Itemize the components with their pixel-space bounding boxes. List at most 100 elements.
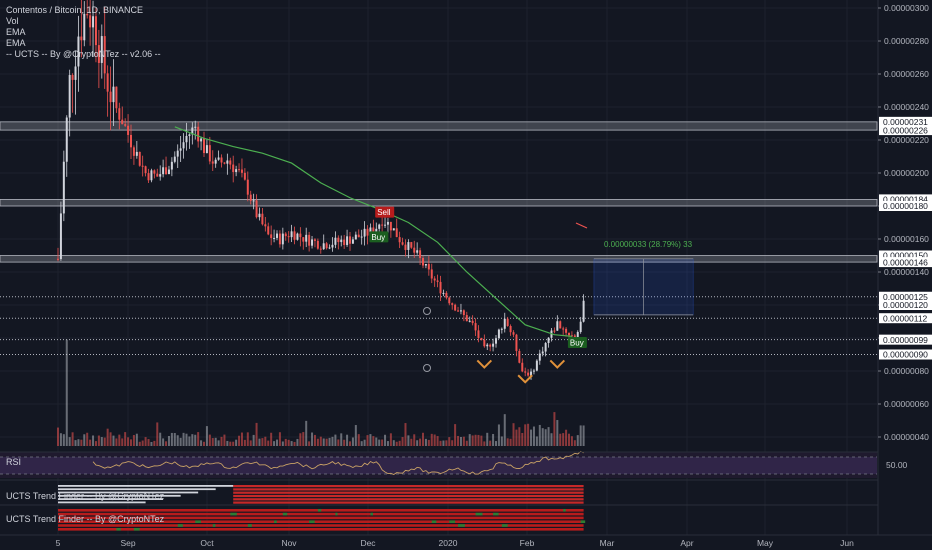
price-label-text-3: 0.00000180 xyxy=(883,201,928,211)
volume-legend[interactable]: Vol xyxy=(6,16,19,26)
candle-12 xyxy=(92,0,95,57)
volume-bar-85 xyxy=(305,420,308,446)
candle-body-139 xyxy=(462,310,465,316)
volume-bar-127 xyxy=(427,439,430,446)
candle-body-50 xyxy=(203,138,205,154)
signal-text-2: Buy xyxy=(570,338,584,347)
candle-body-160 xyxy=(524,371,527,373)
candle-106 xyxy=(366,225,369,245)
price-label-bg-10 xyxy=(879,349,932,360)
volume-bar-171 xyxy=(556,420,559,446)
candle-105 xyxy=(363,221,366,246)
candle-55 xyxy=(217,150,220,161)
measure-label: 0.00000033 (28.79%) 33 xyxy=(604,240,693,249)
volume-bar-131 xyxy=(439,440,442,446)
volume-bar-115 xyxy=(392,440,395,446)
trend2-green-mark-74 xyxy=(274,520,277,523)
candle-body-119 xyxy=(404,244,407,250)
candle-body-69 xyxy=(258,213,261,218)
volume-bar-0 xyxy=(57,427,59,446)
volume-bar-94 xyxy=(331,436,334,446)
candle-body-93 xyxy=(328,247,331,249)
candle-174 xyxy=(565,327,568,337)
candle-body-6 xyxy=(74,66,77,80)
volume-bar-155 xyxy=(509,438,512,446)
candle-87 xyxy=(311,235,314,249)
price-label-6: 0.00000125 xyxy=(879,291,932,302)
candle-body-127 xyxy=(427,263,430,270)
y-tick-label-12: 0.00000060 xyxy=(884,399,929,409)
candle-body-103 xyxy=(357,234,360,238)
trend-finder-label-1[interactable]: UCTS Trend Finder -- By @CryptoNTez xyxy=(6,491,165,501)
candle-59 xyxy=(229,157,232,170)
alarm-icon-0 xyxy=(423,307,431,315)
volume-bar-70 xyxy=(261,438,264,446)
ema-legend-1[interactable]: EMA xyxy=(6,27,26,37)
candle-body-86 xyxy=(308,234,311,246)
symbol-title[interactable]: Contentos / Bitcoin, 1D, BINANCE xyxy=(6,5,144,15)
trend-finder-label-2[interactable]: UCTS Trend Finder -- By @CryptoNTez xyxy=(6,514,165,524)
volume-bar-63 xyxy=(240,432,243,446)
candle-body-29 xyxy=(141,165,144,167)
candle-135 xyxy=(451,302,454,310)
volume-bar-45 xyxy=(188,436,191,446)
volume-bar-132 xyxy=(442,440,445,446)
price-label-bg-5 xyxy=(879,257,932,268)
time-axis[interactable]: 5 Sep Oct Nov Dec 2020 Feb Mar Apr May Jun xyxy=(0,534,932,550)
trend-finder-panes xyxy=(0,451,932,531)
candle-120 xyxy=(407,239,410,259)
candle-66 xyxy=(249,190,252,205)
candle-3 xyxy=(65,115,68,177)
volume-bar-121 xyxy=(410,438,413,446)
candle-113 xyxy=(386,217,389,234)
candle-47 xyxy=(194,120,197,140)
price-label-text-7: 0.00000120 xyxy=(883,300,928,310)
candle-body-163 xyxy=(532,370,535,372)
candle-body-102 xyxy=(354,234,357,240)
candle-1 xyxy=(59,201,62,261)
volume-bar-79 xyxy=(287,439,290,446)
candle-28 xyxy=(138,151,141,167)
volume-bar-87 xyxy=(311,432,314,446)
candle-121 xyxy=(410,241,413,249)
ucts-legend[interactable]: -- UCTS -- By @CryptoNTez -- v2.06 -- xyxy=(6,49,161,59)
candle-body-159 xyxy=(521,362,524,372)
rsi-label[interactable]: RSI xyxy=(6,457,22,467)
candle-77 xyxy=(281,227,284,250)
rsi-band xyxy=(0,457,877,474)
volume-bar-128 xyxy=(430,433,433,446)
candle-body-54 xyxy=(214,159,217,164)
y-tick-label-2: 0.00000260 xyxy=(884,69,929,79)
volume-bar-35 xyxy=(159,432,162,446)
price-axis[interactable]: 0.00000300 0.00000280 0.00000260 0.00000240… xyxy=(877,0,932,550)
volume-bar-162 xyxy=(530,429,533,446)
volume-bar-163 xyxy=(532,426,535,446)
candle-body-42 xyxy=(179,148,182,151)
volume-bar-34 xyxy=(156,422,159,446)
candle-body-74 xyxy=(273,237,276,239)
candle-11 xyxy=(89,0,92,46)
candle-body-2 xyxy=(62,161,65,214)
price-label-7: 0.00000120 xyxy=(879,300,932,310)
ema-legend-2[interactable]: EMA xyxy=(6,38,26,48)
candle-146 xyxy=(483,334,486,348)
candle-15 xyxy=(100,24,103,79)
volume-bar-143 xyxy=(474,434,477,446)
candle-body-150 xyxy=(495,338,497,344)
candle-173 xyxy=(562,326,565,335)
candle-body-5 xyxy=(71,75,74,80)
candle-115 xyxy=(392,228,395,231)
candle-99 xyxy=(346,229,349,247)
candle-143 xyxy=(474,318,477,337)
candle-16 xyxy=(103,7,106,89)
candle-body-25 xyxy=(130,134,132,148)
candle-body-166 xyxy=(541,351,544,354)
y-tick-label-1: 0.00000280 xyxy=(884,36,929,46)
candle-161 xyxy=(527,369,530,377)
candle-body-162 xyxy=(530,371,533,376)
volume-bar-126 xyxy=(424,438,427,446)
price-range-measure[interactable] xyxy=(593,258,694,316)
candle-body-11 xyxy=(89,15,92,28)
volume-bar-95 xyxy=(334,434,337,446)
